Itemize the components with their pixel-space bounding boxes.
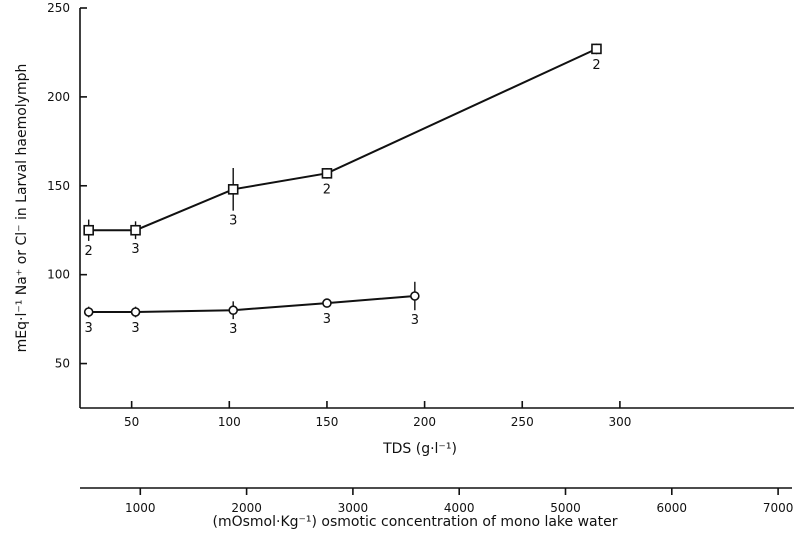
series-1-n-label-0: 3 bbox=[85, 321, 93, 336]
axes: 50 100 150 200 250 50 100 150 200 250 300 1000 2000 3… bbox=[47, 1, 794, 515]
secondary-tick-label-0: 1000 bbox=[125, 501, 156, 515]
x-tick-label-5: 300 bbox=[608, 415, 631, 429]
x-tick-label-4: 250 bbox=[511, 415, 534, 429]
series-0-line bbox=[88, 47, 597, 232]
secondary-tick-label-5: 6000 bbox=[657, 501, 688, 515]
x-tick-label-3: 200 bbox=[413, 415, 436, 429]
series-1-point-0 bbox=[83, 307, 94, 317]
secondary-axis-title: (mOsmol·Kg⁻¹) osmotic concentration of m… bbox=[212, 514, 617, 530]
series-1-n-label-4: 3 bbox=[411, 313, 419, 328]
x-tick-label-0: 50 bbox=[124, 415, 139, 429]
series-0-point-0 bbox=[83, 224, 94, 236]
y-tick-label-2: 150 bbox=[47, 179, 70, 193]
series-0-n-label-0: 2 bbox=[85, 244, 93, 259]
series-1-n-label-3: 3 bbox=[323, 312, 331, 327]
series-0-n-label-2: 3 bbox=[229, 214, 237, 229]
x-axis-title: TDS (g·l⁻¹) bbox=[382, 441, 457, 457]
secondary-tick-label-3: 4000 bbox=[444, 501, 475, 515]
series-0-point-3 bbox=[321, 168, 333, 179]
series-1-n-label-2: 3 bbox=[229, 322, 237, 337]
series-0-point-4 bbox=[591, 43, 602, 55]
series-0-point-2 bbox=[227, 184, 239, 195]
series-1-n-label-1: 3 bbox=[131, 321, 139, 336]
secondary-tick-label-2: 3000 bbox=[338, 501, 369, 515]
x-tick-label-1: 100 bbox=[218, 415, 241, 429]
series-1-point-2 bbox=[228, 305, 239, 316]
secondary-tick-label-1: 2000 bbox=[231, 501, 262, 515]
series-0-n-label-1: 3 bbox=[131, 242, 139, 257]
series-1-point-4 bbox=[410, 291, 420, 301]
series-0-point-1 bbox=[130, 224, 141, 236]
plot-marks: 2 3 3 2 2 3 3 3 3 3 bbox=[83, 43, 602, 337]
secondary-tick-label-6: 7000 bbox=[763, 501, 794, 515]
series-0-n-label-4: 2 bbox=[592, 58, 600, 73]
series-1-point-3 bbox=[322, 298, 332, 308]
y-tick-label-1: 100 bbox=[47, 268, 70, 282]
series-1-point-1 bbox=[130, 307, 141, 317]
y-axis-title: mEq·l⁻¹ Na⁺ or Cl⁻ in Larval haemolymph bbox=[14, 64, 30, 353]
x-tick-label-2: 150 bbox=[315, 415, 338, 429]
y-tick-label-4: 250 bbox=[47, 1, 70, 15]
y-tick-label-3: 200 bbox=[47, 90, 70, 104]
series-0-n-label-3: 2 bbox=[323, 182, 331, 197]
y-tick-label-0: 50 bbox=[55, 357, 70, 371]
secondary-tick-label-4: 5000 bbox=[550, 501, 581, 515]
